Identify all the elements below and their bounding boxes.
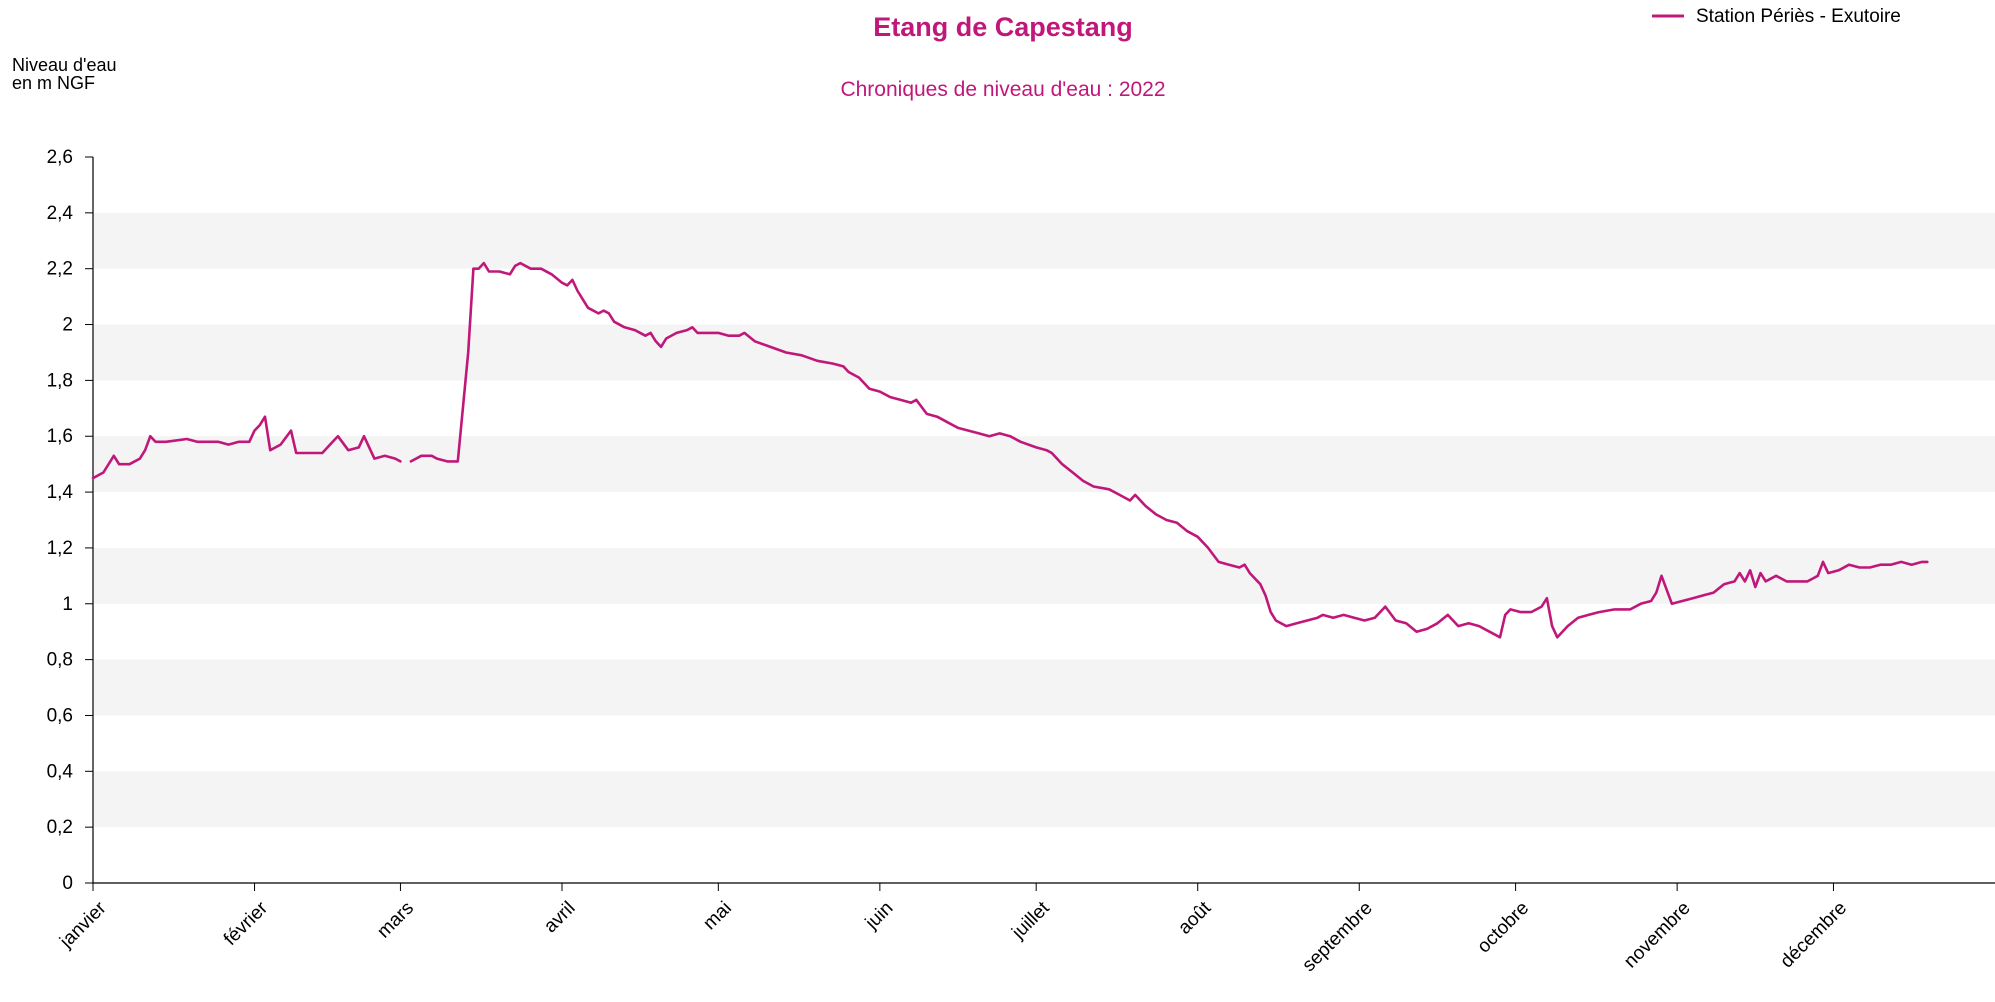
x-tick-label: octobre [1473, 898, 1533, 958]
y-tick-label: 0,4 [47, 761, 74, 782]
grid-bands [93, 212, 1995, 828]
x-tick-label: mai [699, 898, 736, 935]
y-axis-label-line1: Niveau d'eau [12, 55, 117, 75]
grid-band [93, 771, 1995, 828]
chart-subtitle: Chroniques de niveau d'eau : 2022 [840, 78, 1165, 101]
x-tick-label: juin [861, 898, 897, 934]
y-tick-label: 0,8 [47, 650, 73, 671]
x-tick-label: février [220, 897, 273, 950]
y-tick-label: 1,6 [47, 426, 73, 447]
legend: Station Périès - Exutoire [1652, 6, 1901, 27]
y-tick-label: 2,4 [47, 203, 74, 224]
x-tick-label: août [1174, 897, 1216, 939]
series-layer [91, 261, 1929, 639]
x-ticks: janvier février mars avril mai juin juillet aoû… [55, 883, 1851, 976]
y-tick-label: 0,6 [47, 705, 73, 726]
y-tick-label: 1,4 [47, 482, 74, 503]
y-axis-label-line2: en m NGF [12, 73, 95, 93]
grid-band [93, 324, 1995, 381]
chart-title: Etang de Capestang [873, 12, 1133, 42]
x-tick-label: mars [373, 898, 418, 943]
x-tick-label: septembre [1298, 898, 1376, 976]
y-tick-label: 1,2 [47, 538, 73, 559]
x-tick-label: janvier [55, 897, 111, 953]
y-tick-label: 0,2 [47, 817, 73, 838]
series-line [91, 415, 402, 480]
legend-label: Station Périès - Exutoire [1696, 6, 1901, 27]
x-tick-label: avril [540, 898, 579, 937]
y-tick-label: 2,2 [47, 259, 73, 280]
y-tick-label: 2 [62, 315, 73, 336]
y-tick-label: 0 [62, 873, 73, 894]
y-tick-label: 1 [62, 594, 73, 615]
grid-band [93, 212, 1995, 269]
axes [92, 157, 1995, 884]
grid-band [93, 659, 1995, 716]
grid-band [93, 547, 1995, 604]
x-tick-label: novembre [1620, 898, 1695, 973]
y-tick-label: 1,8 [47, 370, 73, 391]
y-ticks: 0 0,2 0,4 0,6 0,8 1 1,2 1,4 1,6 1,8 2 2,2 2,4 2,6 [47, 147, 93, 894]
grid-band [93, 436, 1995, 493]
y-tick-label: 2,6 [47, 147, 73, 168]
x-tick-label: décembre [1776, 898, 1851, 973]
x-tick-label: juillet [1008, 897, 1055, 944]
series-line [409, 261, 1929, 639]
